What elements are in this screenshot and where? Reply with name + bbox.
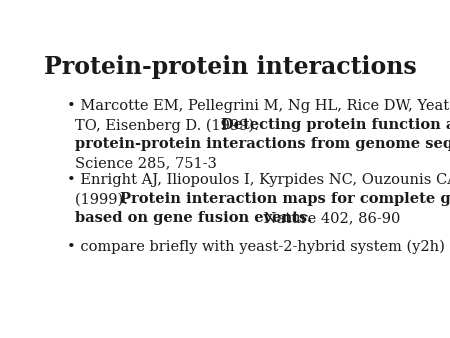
Text: • Enright AJ, Iliopoulos I, Kyrpides NC, Ouzounis CA.: • Enright AJ, Iliopoulos I, Kyrpides NC,… bbox=[67, 173, 450, 187]
Text: protein-protein interactions from genome sequences.: protein-protein interactions from genome… bbox=[76, 137, 450, 151]
Text: Nature 402, 86-90: Nature 402, 86-90 bbox=[259, 211, 400, 225]
Text: Detecting protein function and: Detecting protein function and bbox=[221, 118, 450, 132]
Text: • compare briefly with yeast-2-hybrid system (y2h): • compare briefly with yeast-2-hybrid sy… bbox=[67, 240, 445, 254]
Text: TO, Eisenberg D. (1999).: TO, Eisenberg D. (1999). bbox=[76, 118, 264, 132]
Text: Protein-protein interactions: Protein-protein interactions bbox=[44, 55, 417, 79]
Text: (1999).: (1999). bbox=[76, 192, 133, 206]
Text: • Marcotte EM, Pellegrini M, Ng HL, Rice DW, Yeates: • Marcotte EM, Pellegrini M, Ng HL, Rice… bbox=[67, 99, 450, 113]
Text: based on gene fusion events.: based on gene fusion events. bbox=[76, 211, 313, 225]
Text: Protein interaction maps for complete genomes: Protein interaction maps for complete ge… bbox=[120, 192, 450, 206]
Text: Science 285, 751-3: Science 285, 751-3 bbox=[76, 156, 217, 170]
